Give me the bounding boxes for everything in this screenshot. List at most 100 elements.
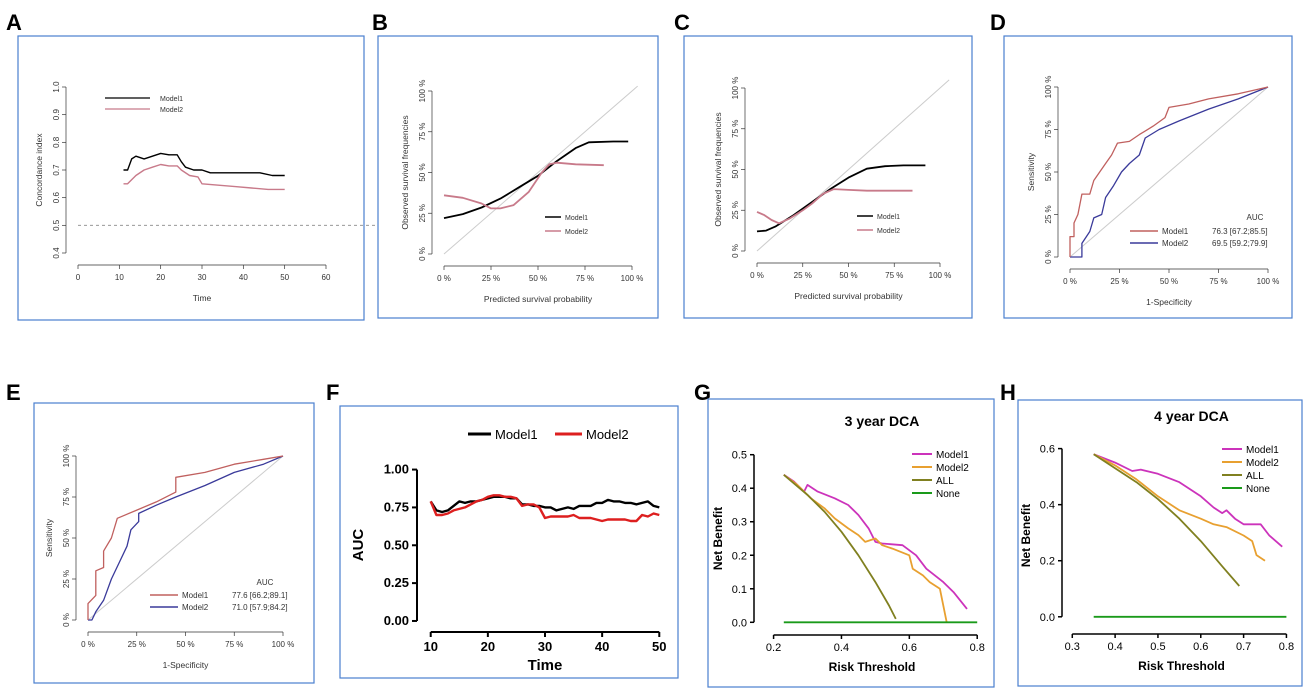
x-tick-label: 30 — [538, 639, 552, 654]
y-tick-label: 0.6 — [1040, 444, 1055, 456]
chart-title: 3 year DCA — [845, 413, 920, 429]
legend-label-model1: Model1 — [877, 214, 900, 221]
y-tick-label: 0 % — [731, 244, 740, 258]
y-tick-label: 0.25 — [384, 575, 409, 590]
y-tick-label: 0.5 — [732, 450, 747, 462]
y-tick-label: 0.75 — [384, 499, 409, 514]
chart-E: 0 % 25 % 50 % 75 % 100 % 0 % 25 % 50 % 75 % 100 %… — [44, 445, 294, 670]
y-tick-label: 0.2 — [1040, 556, 1055, 568]
legend-label-model2: Model2 — [936, 463, 969, 474]
series-line-model1 — [1093, 453, 1283, 548]
x-tick-label: 40 — [239, 273, 248, 282]
legend-label-model1: Model1 — [495, 427, 538, 442]
y-tick-label: 0 % — [418, 247, 427, 261]
y-tick-label: 1.0 — [52, 81, 61, 93]
legend-label-model2: Model2 — [586, 427, 629, 442]
series-line-model1 — [429, 495, 660, 514]
legend-label-none: None — [1246, 484, 1270, 495]
roc-line-model1 — [87, 455, 284, 620]
x-tick-label: 50 % — [1160, 277, 1178, 286]
roc-line-model1 — [1069, 86, 1269, 257]
y-tick-label: 0.0 — [1040, 612, 1055, 624]
y-tick-label: 50 % — [62, 529, 71, 547]
diagonal-reference-line — [87, 455, 284, 621]
x-tick-label: 50 % — [839, 271, 857, 280]
legend-auc-model2: 71.0 [57.9;84.2] — [232, 603, 288, 612]
series-line-model1 — [756, 164, 926, 233]
panel-frame-G — [707, 398, 995, 688]
x-tick-label: 100 % — [272, 640, 295, 649]
legend-label-model1: Model1 — [1162, 227, 1189, 236]
y-axis-label: Concordance index — [34, 133, 44, 207]
legend-label-model1: Model1 — [1246, 445, 1279, 456]
chart-C: 0 % 25 % 50 % 75 % 100 % 0 % 25 % 50 % 75 % 100 %… — [713, 77, 951, 301]
legend-label-model1: Model1 — [936, 450, 969, 461]
legend-label-all: ALL — [1246, 471, 1264, 482]
series-line-model1 — [443, 140, 629, 219]
chart-title: 4 year DCA — [1154, 408, 1229, 424]
x-tick-label: 0.3 — [1065, 641, 1080, 653]
y-tick-label: 100 % — [1044, 76, 1053, 99]
diagonal-reference-line — [1069, 86, 1269, 258]
x-tick-label: 100 % — [621, 274, 644, 283]
y-axis-label: AUC — [350, 529, 367, 562]
x-tick-label: 0 % — [437, 274, 451, 283]
panel-letter-F: F — [326, 380, 339, 405]
x-tick-label: 20 — [481, 639, 495, 654]
x-axis-label: 1-Specificity — [1146, 297, 1193, 307]
x-tick-label: 0.7 — [1236, 641, 1251, 653]
x-tick-label: 60 — [322, 273, 331, 282]
y-tick-label: 25 % — [418, 204, 427, 222]
series-line-model2 — [429, 494, 660, 523]
y-tick-label: 0.4 — [52, 247, 61, 259]
panel-letter-D: D — [990, 10, 1006, 35]
x-tick-label: 0.6 — [1193, 641, 1208, 653]
x-tick-label: 0.2 — [766, 642, 781, 654]
x-tick-label: 100 % — [1257, 277, 1280, 286]
y-tick-label: 75 % — [62, 488, 71, 506]
y-tick-label: 0 % — [62, 613, 71, 627]
x-axis-label: Risk Threshold — [1138, 659, 1225, 673]
panel-letter-A: A — [6, 10, 22, 35]
y-axis-label: Net Benefit — [711, 507, 725, 570]
y-axis-label: Observed survival frequencies — [713, 112, 723, 226]
chart-B: 0 % 25 % 50 % 75 % 100 % 0 % 25 % 50 % 75 % 100 %… — [400, 80, 643, 304]
x-tick-label: 100 % — [929, 271, 952, 280]
x-tick-label: 50 — [652, 639, 666, 654]
legend-label-model2: Model2 — [160, 107, 183, 114]
y-tick-label: 0.9 — [52, 109, 61, 121]
panel-frame-D — [1003, 35, 1293, 319]
diagonal-reference-line — [443, 85, 638, 255]
y-tick-label: 0 % — [1044, 250, 1053, 264]
x-tick-label: 0 — [76, 273, 81, 282]
y-tick-label: 25 % — [62, 570, 71, 588]
x-tick-label: 0 % — [81, 640, 95, 649]
x-tick-label: 40 — [595, 639, 609, 654]
x-tick-label: 10 — [115, 273, 124, 282]
y-tick-label: 0.0 — [732, 617, 747, 629]
x-tick-label: 25 % — [1110, 277, 1128, 286]
y-tick-label: 75 % — [1044, 120, 1053, 138]
y-tick-label: 0.8 — [52, 136, 61, 148]
panel-letter-H: H — [1000, 380, 1016, 405]
series-line-model2 — [443, 161, 604, 210]
chart-D: 0 % 25 % 50 % 75 % 100 % 0 % 25 % 50 % 75 % 100 %… — [1026, 76, 1279, 307]
y-tick-label: 25 % — [731, 201, 740, 219]
y-tick-label: 0.3 — [732, 517, 747, 529]
legend-label-model1: Model1 — [160, 96, 183, 103]
legend-label-model2: Model2 — [877, 228, 900, 235]
panel-frame-F — [339, 405, 679, 679]
legend-auc-model1: 76.3 [67.2;85.5] — [1212, 227, 1268, 236]
x-axis-label: Time — [193, 293, 212, 303]
y-tick-label: 100 % — [731, 77, 740, 100]
x-tick-label: 25 % — [794, 271, 812, 280]
legend-label-all: ALL — [936, 476, 954, 487]
series-line-all — [1093, 453, 1240, 587]
x-axis-label: Predicted survival probability — [794, 291, 903, 301]
legend-label-model2: Model2 — [565, 229, 588, 236]
y-axis-label: Sensitivity — [44, 518, 54, 557]
series-line-model2 — [756, 188, 913, 225]
legend-auc-model1: 77.6 [66.2;89.1] — [232, 591, 288, 600]
series-line-model1 — [123, 152, 285, 177]
